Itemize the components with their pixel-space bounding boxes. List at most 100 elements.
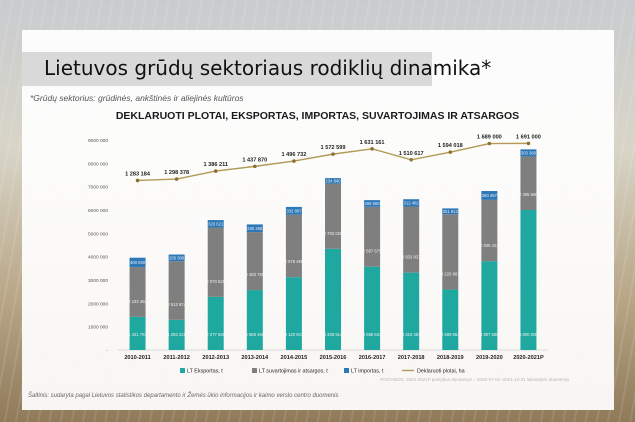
export-data-label: 2 568 465 xyxy=(245,332,264,337)
legend-export-swatch xyxy=(180,368,185,373)
export-bar-segment xyxy=(285,277,302,350)
import-data-label: 312 482 xyxy=(404,200,420,205)
declared-area-label: 1 510 617 xyxy=(399,151,424,157)
declared-area-label: 1 496 732 xyxy=(281,152,306,158)
title-bar xyxy=(22,52,432,86)
consumption-data-label: 2 512 674 xyxy=(167,302,186,307)
consumption-data-label: 2 678 495 xyxy=(285,259,304,264)
legend-export-label: LT Eksportas, t xyxy=(187,369,223,375)
consumption-data-label: 2 295 560 xyxy=(519,192,538,197)
consumption-bar-segment xyxy=(129,267,146,317)
import-bar-segment xyxy=(520,149,537,157)
declared-area-label: 1 594 018 xyxy=(438,143,463,149)
legend-consumption-label: LT suvartojimas ir atsargos, t xyxy=(259,369,328,375)
chart-title: DEKLARUOTI PLOTAI, EKSPORTAS, IMPORTAS, … xyxy=(115,110,520,122)
consumption-bar-segment xyxy=(403,206,420,273)
y-tick-label: 4000 000 xyxy=(88,255,108,261)
export-data-label: 3 568 631 xyxy=(363,332,382,337)
legend-consumption-swatch xyxy=(252,368,257,373)
consumption-bar-segment xyxy=(325,183,341,249)
export-bar-segment xyxy=(246,290,263,350)
import-data-label: 285 588 xyxy=(169,255,185,260)
declared-area-label: 1 283 184 xyxy=(125,171,151,177)
export-data-label: 3 120 643 xyxy=(285,332,304,337)
consumption-data-label: 2 625 423 xyxy=(480,243,499,248)
declared-area-label: 1 437 870 xyxy=(242,157,267,163)
export-data-label: 1 421 767 xyxy=(128,332,147,337)
import-data-label: 380 467 xyxy=(482,193,498,198)
import-data-label: 320 621 xyxy=(208,221,224,226)
declared-area-label: 1 691 000 xyxy=(516,134,541,140)
declared-area-point xyxy=(253,164,257,169)
export-bar-segment xyxy=(481,261,498,350)
import-bar-segment xyxy=(481,191,498,200)
declared-area-point xyxy=(448,150,453,154)
declared-area-point xyxy=(331,152,335,156)
source-note: Šaltinis: sudaryta pagal Lietuvos statis… xyxy=(28,393,339,399)
consumption-data-label: 2 970 528 xyxy=(206,279,225,284)
consumption-bar-segment xyxy=(481,199,498,262)
export-bar-segment xyxy=(520,210,537,350)
x-tick-label: 2016-2017 xyxy=(359,355,386,361)
y-tick-label: 2000 000 xyxy=(88,301,108,307)
y-tick-label: 8000 000 xyxy=(88,161,108,167)
consumption-bar-segment xyxy=(207,227,224,297)
export-data-label: 2 589 553 xyxy=(441,332,460,337)
import-bar-segment xyxy=(325,178,341,184)
import-data-label: 330 266 xyxy=(247,226,263,231)
legend-area-label: Deklaruoti plotai, ha xyxy=(417,369,465,375)
consumption-data-label: 2 833 837 xyxy=(402,255,421,260)
x-tick-label: 2020-2021P xyxy=(513,355,544,361)
declared-area-point xyxy=(135,178,140,183)
declared-area-label: 1 298 378 xyxy=(164,170,189,176)
consumption-data-label: 3 226 881 xyxy=(441,272,460,277)
import-bar-segment xyxy=(403,199,420,207)
export-data-label: 1 293 215 xyxy=(167,332,186,337)
consumption-bar-segment xyxy=(364,206,381,267)
export-bar-segment xyxy=(364,266,381,350)
declared-area-point xyxy=(526,141,531,146)
consumption-bar-segment xyxy=(520,156,537,210)
x-tick-label: 2013-2014 xyxy=(241,355,269,361)
y-tick-label: 7000 000 xyxy=(88,185,108,191)
declared-area-point xyxy=(292,159,296,163)
consumption-data-label: 2 793 026 xyxy=(324,231,343,236)
y-tick-label: 6000 000 xyxy=(88,208,108,214)
import-data-label: 234 840 xyxy=(325,178,341,183)
export-data-label: 3 315 381 xyxy=(402,332,421,337)
export-data-label: 2 277 569 xyxy=(206,332,225,337)
legend-import-swatch xyxy=(344,368,349,373)
declared-area-point xyxy=(487,141,492,146)
declared-area-point xyxy=(409,157,413,162)
x-tick-label: 2014-2015 xyxy=(281,355,308,361)
chart-note: PASTABOS: 2020-2021P prekybos duomenys –… xyxy=(380,377,570,382)
declared-area-point xyxy=(370,147,374,151)
declared-area-label: 1 572 599 xyxy=(321,145,346,151)
export-bar-segment xyxy=(207,296,224,350)
slide-panel xyxy=(22,30,614,410)
x-tick-label: 2017-2018 xyxy=(398,355,425,361)
legend-import-label: LT importas, t xyxy=(351,369,384,375)
declared-area-label: 1 386 211 xyxy=(203,162,228,168)
x-tick-label: 2010-2011 xyxy=(124,355,150,361)
import-bar-segment xyxy=(168,254,185,262)
x-tick-label: 2012-2013 xyxy=(202,355,229,361)
consumption-bar-segment xyxy=(442,214,459,290)
consumption-bar-segment xyxy=(246,232,263,291)
import-data-label: 251 912 xyxy=(443,209,459,214)
import-bar-segment xyxy=(364,200,381,207)
x-tick-label: 2015-2016 xyxy=(320,355,347,361)
consumption-bar-segment xyxy=(285,214,302,278)
consumption-data-label: 2 483 755 xyxy=(245,272,264,277)
x-tick-label: 2011-2012 xyxy=(163,355,189,361)
y-tick-label: 5000 000 xyxy=(88,231,108,237)
y-tick-label: - xyxy=(106,349,108,354)
consumption-bar-segment xyxy=(168,261,185,320)
y-tick-label: 1000 000 xyxy=(88,325,108,331)
slide-title: Lietuvos grūdų sektoriaus rodiklių dinam… xyxy=(44,56,492,80)
declared-area-point xyxy=(213,169,218,173)
declared-area-point xyxy=(174,177,179,181)
import-bar-segment xyxy=(129,257,146,268)
import-bar-segment xyxy=(207,220,224,228)
